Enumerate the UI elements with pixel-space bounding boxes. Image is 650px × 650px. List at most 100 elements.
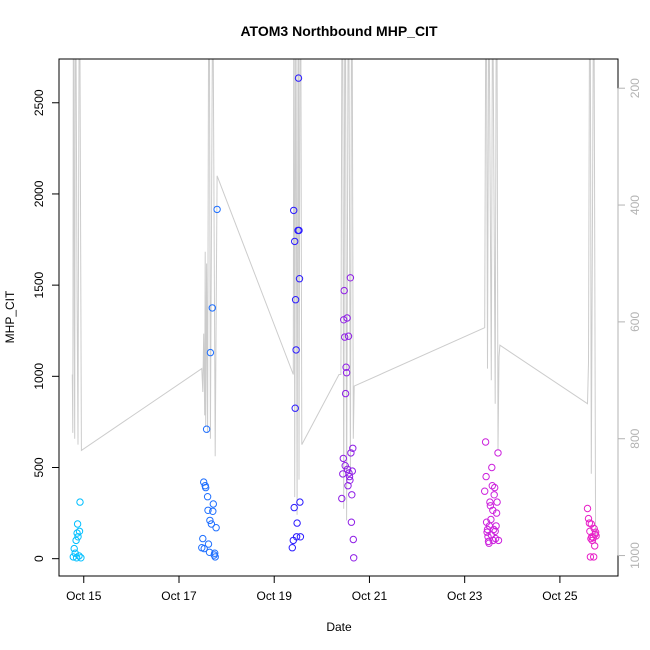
data-point [212,524,220,532]
data-point [347,518,356,526]
data-point [342,369,351,377]
data-point [482,472,490,481]
data-points [69,74,600,562]
data-point [591,528,600,536]
data-point [73,520,82,528]
data-point [348,467,356,475]
data-point [295,275,304,283]
data-point [494,449,502,457]
data-point [349,444,357,452]
data-point [290,503,298,512]
data-point [348,491,356,499]
data-point [73,529,81,537]
data-point [591,542,599,550]
y-axis: 0 500 1000 1500 2000 2500 [32,89,60,562]
data-point [208,304,217,312]
data-point [343,314,351,322]
y-tick-label: 500 [32,457,46,477]
data-point [288,544,296,552]
data-point [492,509,501,517]
data-point [291,404,299,412]
data-point [206,348,215,357]
data-point [72,536,80,545]
data-point [200,544,208,553]
x-tick-label: Oct 19 [257,589,293,603]
data-point [293,519,301,527]
data-point [291,237,299,246]
depth-line [71,58,597,544]
chart-title: ATOM3 Northbound MHP_CIT [240,23,437,39]
data-point [203,493,212,501]
data-point [295,226,303,235]
x-axis-label: Date [326,620,352,634]
data-point [206,516,214,525]
data-point [202,425,211,433]
data-point [292,346,300,354]
data-point [583,504,592,513]
data-point [347,449,355,457]
data-point [75,527,84,535]
data-point [76,498,84,506]
data-point [296,498,304,506]
data-point [343,465,352,473]
data-point [346,476,354,484]
data-point [487,515,495,524]
data-point [204,506,212,514]
y-tick-label: 2000 [32,180,46,207]
data-point [481,438,490,446]
data-point [72,554,81,562]
data-point [486,502,495,510]
data-point [291,296,300,304]
data-point [590,524,598,533]
y-tick-label: 0 [32,555,46,562]
data-point [342,363,350,371]
data-point [341,333,349,341]
data-point [494,536,503,545]
data-point [346,274,355,282]
data-point [344,332,353,340]
x-tick-label: Oct 23 [447,589,483,603]
data-point [489,536,497,545]
x-tick-label: Oct 15 [66,589,102,603]
y-tick-label: 1500 [32,271,46,298]
data-point [490,491,498,499]
data-point [199,534,207,543]
data-point [338,494,346,503]
data-point [211,549,219,557]
data-point [592,532,600,540]
data-point [486,498,494,506]
depth-line-path [71,58,597,544]
data-point [296,533,305,541]
data-point [488,463,496,472]
y-tick-label: 1000 [32,363,46,390]
y2-tick-label: 200 [628,78,642,98]
y2-tick-label: 400 [628,195,642,215]
data-point [77,554,85,562]
data-point [290,206,298,215]
data-point [493,498,501,506]
data-point [341,462,349,470]
y-axis-label: MHP_CIT [3,290,17,343]
y2-tick-label: 1000 [628,542,642,569]
data-point [349,535,357,544]
data-point [350,554,358,562]
data-point [341,389,350,398]
y-tick-label: 2500 [32,89,46,116]
data-point [213,205,221,214]
data-point [209,507,217,515]
data-point [488,482,496,490]
data-point [481,487,489,495]
data-point [204,540,213,548]
y2-tick-label: 800 [628,428,642,448]
data-point [491,527,499,535]
data-point [492,522,500,530]
data-point [75,552,83,560]
x-tick-label: Oct 21 [352,589,388,603]
data-point [211,553,219,561]
data-point [70,544,78,553]
y2-tick-label: 600 [628,312,642,332]
x-axis: Oct 15 Oct 17 Oct 19 Oct 21 Oct 23 Oct 25 [66,575,578,603]
data-point [590,553,598,561]
data-point [339,454,347,463]
